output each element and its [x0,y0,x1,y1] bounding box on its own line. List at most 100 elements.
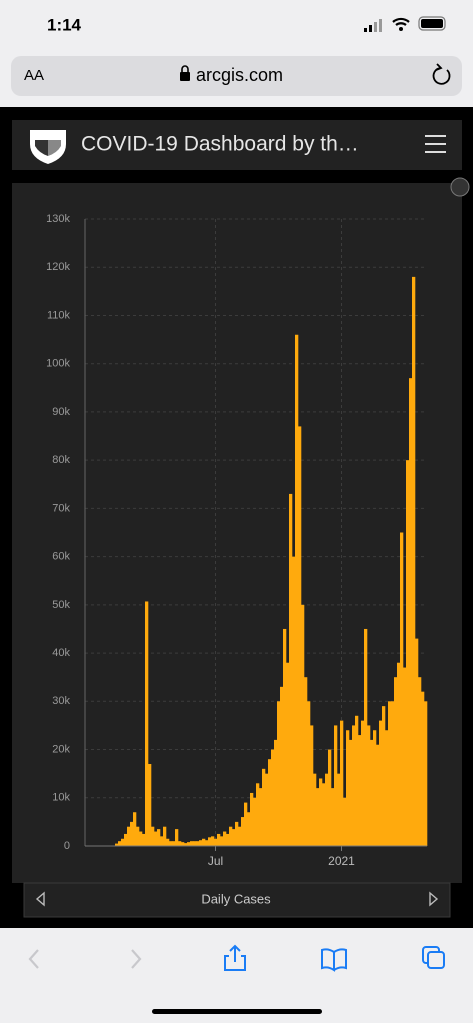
bar [151,826,155,846]
bar [262,768,266,846]
bar [349,739,353,846]
bar [154,831,158,846]
bar [319,778,323,846]
bar [373,730,377,846]
bar [256,783,260,846]
bar [343,797,347,846]
bar [238,826,242,846]
next-button[interactable] [429,891,439,907]
bar [307,701,311,846]
y-tick-label: 120k [46,261,70,273]
bar [235,821,239,846]
y-tick-label: 130k [46,213,70,225]
bar [142,833,146,846]
reload-button[interactable] [432,67,451,85]
y-tick-label: 30k [52,695,70,707]
bar [316,788,320,846]
bar [364,628,368,846]
bar [391,701,395,846]
bar [199,840,203,846]
y-tick-label: 50k [52,599,70,611]
status-icons [364,16,446,32]
status-time: 1:14 [47,15,82,34]
bar [139,831,143,846]
back-button[interactable] [28,949,39,969]
chart-footer-label: Daily Cases [201,891,271,906]
bar [157,829,161,846]
bar [115,843,119,846]
bar [388,701,392,846]
bar [205,840,209,846]
bar [283,628,287,846]
y-tick-label: 100k [46,358,70,370]
prev-button[interactable] [35,891,45,907]
text-size-button[interactable]: AA [24,67,44,84]
bar [181,842,185,846]
bar [241,817,245,846]
bar [304,677,308,846]
bar [169,841,173,846]
bar [220,836,224,846]
dashboard-header [12,120,462,170]
bar [361,720,365,846]
bar [190,841,194,846]
bar [145,601,149,846]
bar [367,725,371,846]
bar [415,638,419,846]
home-indicator [152,1009,322,1014]
y-tick-label: 60k [52,551,70,563]
bar [355,715,359,846]
bar [397,662,401,846]
bar [196,841,200,846]
bar [286,662,290,846]
bar [418,677,422,846]
bar [340,720,344,846]
bar [130,821,134,846]
bar [166,838,170,846]
share-button[interactable] [224,944,246,971]
bar [334,725,338,846]
bar [301,604,305,846]
y-tick-label: 80k [52,454,70,466]
tabs-button[interactable] [422,946,445,969]
bar [247,812,251,846]
bar [268,759,272,846]
x-tick-label: 2021 [328,854,355,868]
y-tick-label: 110k [47,309,71,321]
bar [298,426,302,846]
bar [277,701,281,846]
bar [271,749,275,846]
url[interactable]: arcgis.com [196,65,283,85]
menu-button[interactable] [425,135,446,153]
url-bar[interactable] [11,56,462,96]
bar [400,532,404,846]
bookmarks-button[interactable] [321,948,347,972]
bar [376,744,380,846]
bar [208,837,212,846]
forward-button[interactable] [131,949,142,969]
bar [136,826,140,846]
collapse-button[interactable] [450,177,470,197]
bar [289,493,293,846]
bar [358,735,362,846]
y-tick-label: 90k [52,406,70,418]
bar [187,842,191,846]
bar [226,833,230,846]
bar [193,841,197,846]
bar [178,841,182,846]
bar [337,773,341,846]
bar [118,841,122,846]
bar [394,677,398,846]
bar [370,739,374,846]
bar [253,797,257,846]
bar [127,826,131,846]
bar [184,843,188,846]
bar [406,460,410,846]
chart-footer [23,882,451,918]
bar [214,838,218,846]
bar [259,788,263,846]
y-tick-label: 10k [52,792,70,804]
bar [280,686,284,846]
bar [124,833,128,846]
